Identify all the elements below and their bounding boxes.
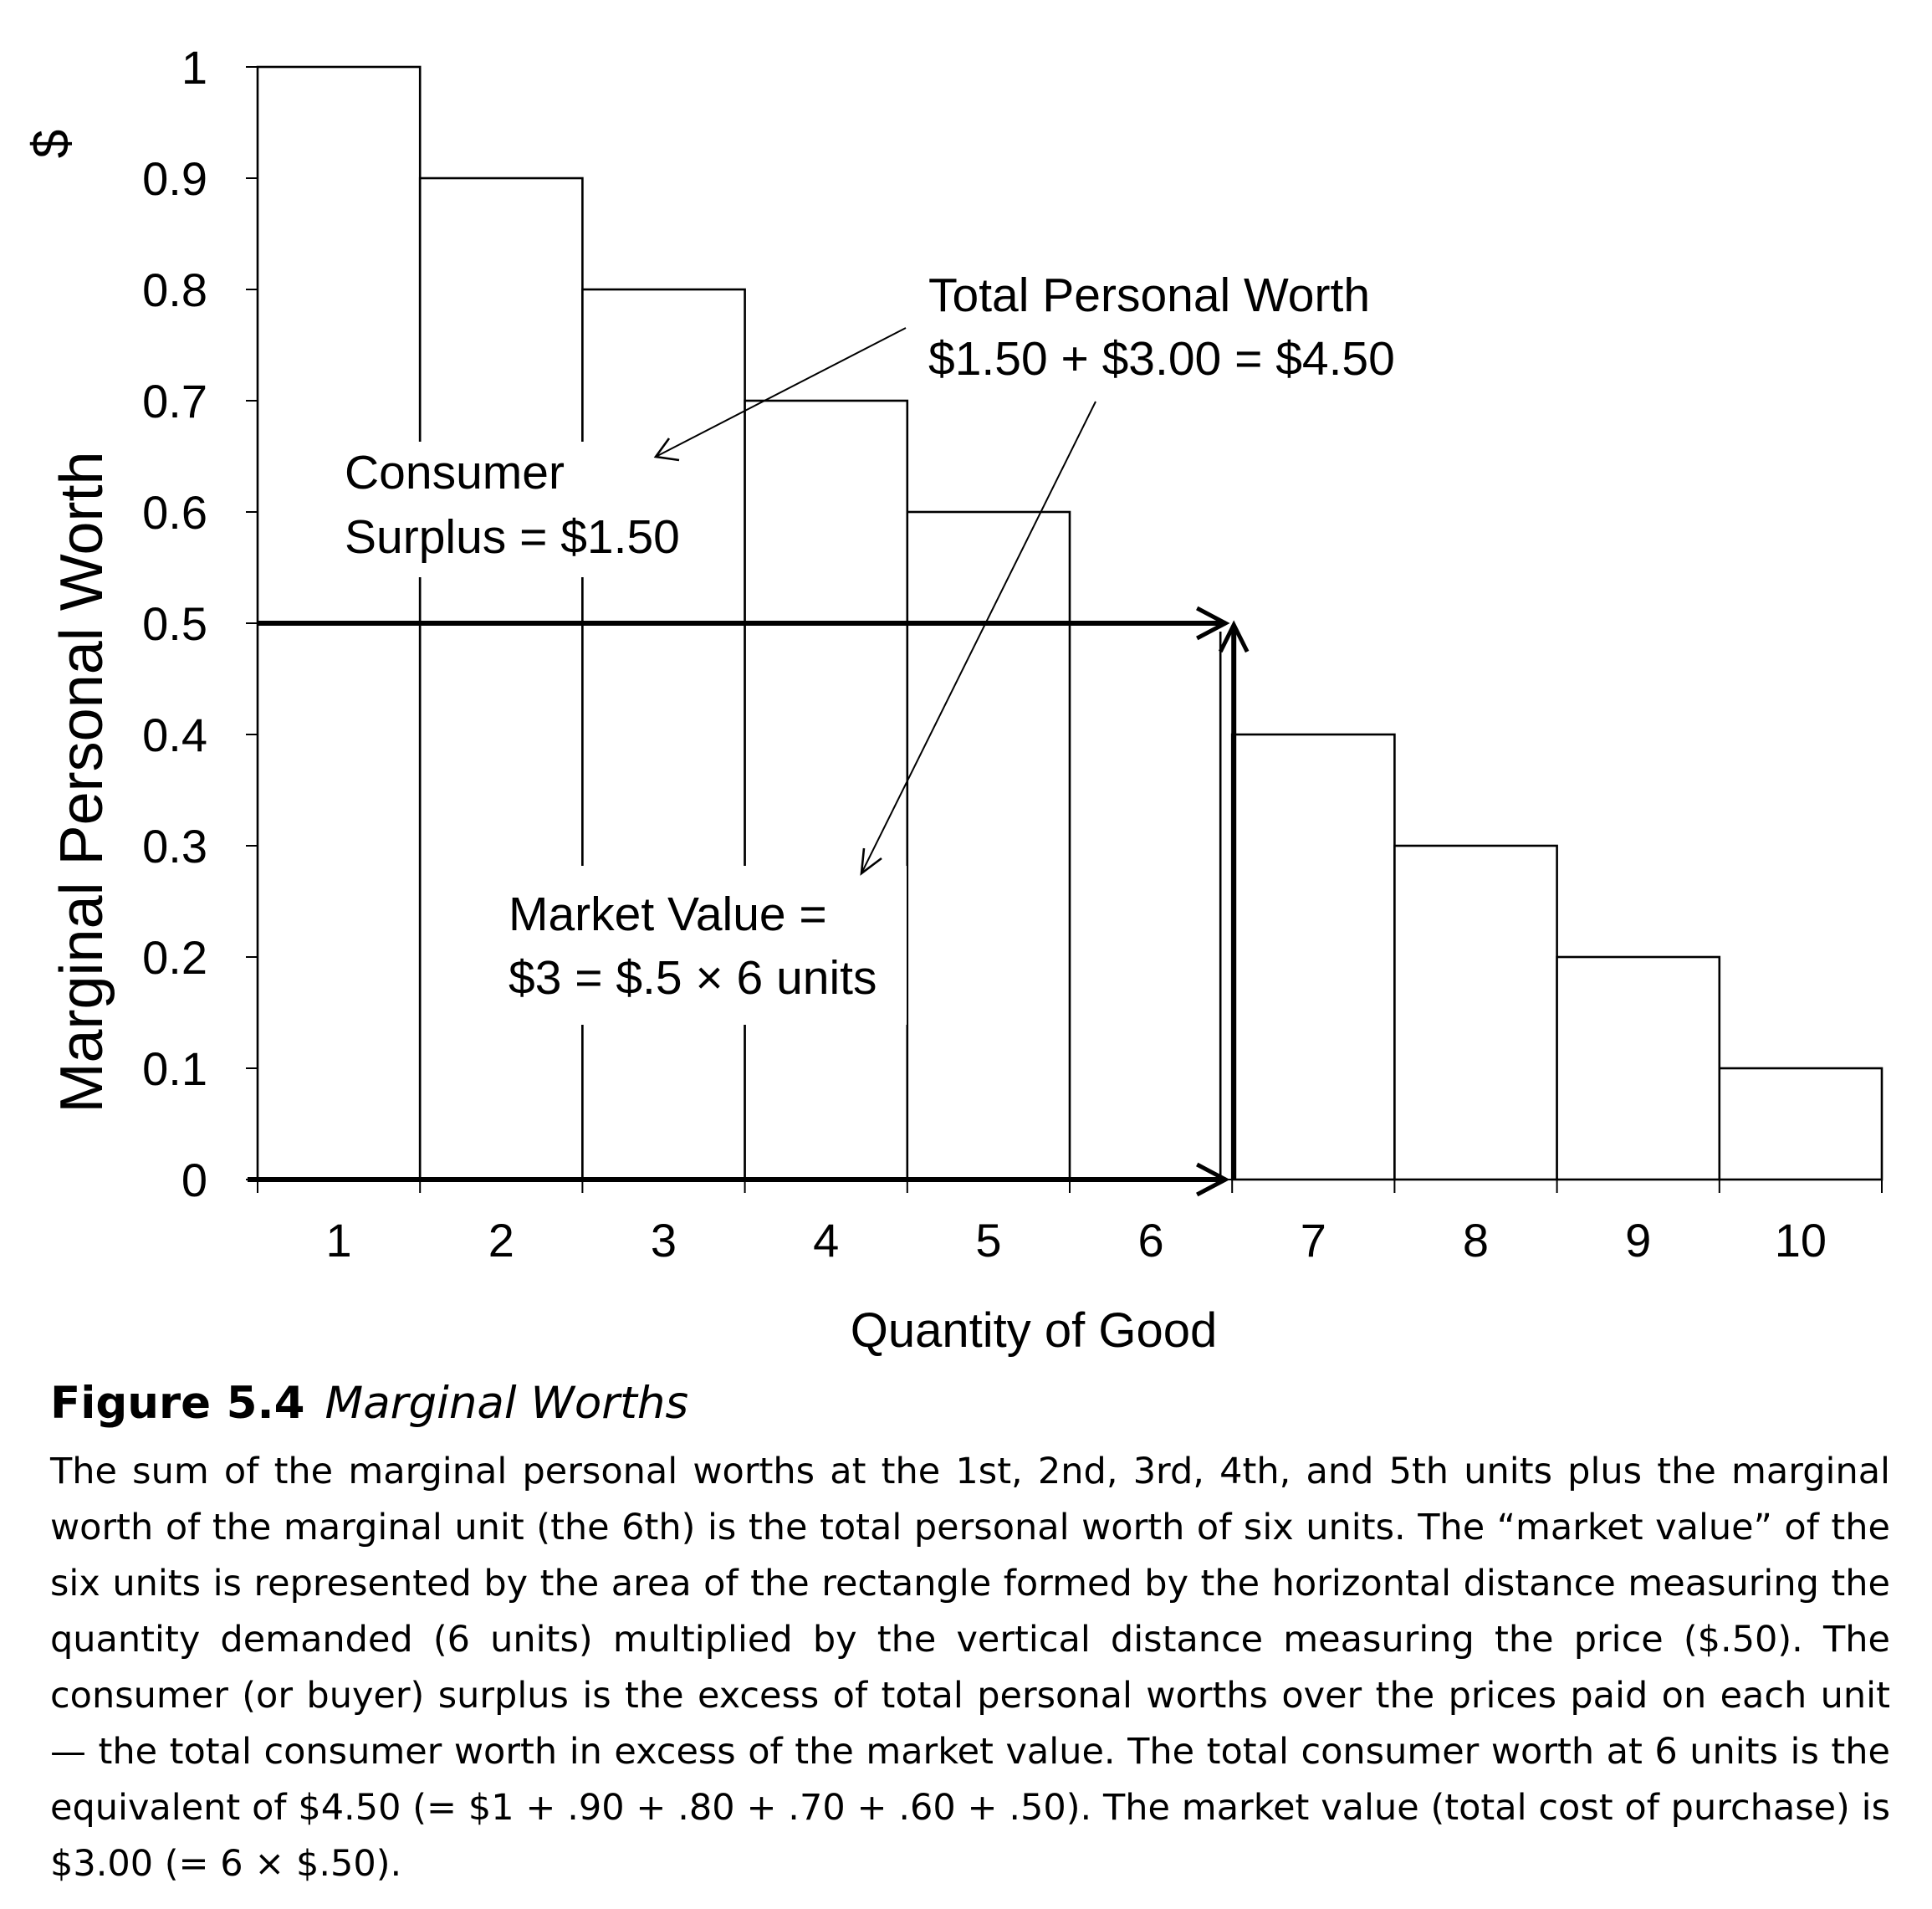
y-tick-label-0.2: 0.2: [142, 931, 207, 984]
y-axis-title: Marginal Personal Worth: [49, 451, 115, 1113]
x-tick-label-1: 1: [326, 1214, 352, 1267]
surplus-label-background: [333, 442, 701, 577]
x-tick-label-10: 10: [1775, 1214, 1827, 1267]
bar-5: [906, 510, 1071, 1181]
x-tick-label-7: 7: [1301, 1214, 1326, 1267]
surplus-pointer-arrowhead: [653, 438, 680, 462]
market-value-pointer-arrowhead: [860, 847, 882, 876]
quantity-arrowhead: [1196, 1162, 1230, 1197]
bar-4: [744, 399, 909, 1181]
y-tick-label-0.3: 0.3: [142, 820, 207, 873]
marginal-worth-chart: 0 0.1 0.2 0.3 0.4 0.5 0.6 0.7 0.8 0.9 1 1 2 3 4 5 6 7 8 9 10…: [23, 41, 1883, 1358]
x-tick-label-2: 2: [488, 1214, 514, 1267]
bar-2: [418, 177, 584, 1181]
figure-caption-text: The sum of the marginal personal worths …: [50, 1451, 1890, 1885]
bar-10: [1718, 1067, 1883, 1181]
x-tick-label-3: 3: [651, 1214, 677, 1267]
x-tick-label-6: 6: [1138, 1214, 1164, 1267]
y-tick-label-1: 1: [181, 41, 207, 94]
figure-caption: Figure 5.4 Marginal Worths The sum of the…: [50, 1370, 1890, 1892]
figure-heading: Figure 5.4 Marginal Worths: [50, 1370, 1890, 1437]
consumer-surplus-label-line1: Consumer: [345, 446, 565, 499]
y-tick-label-0.6: 0.6: [142, 486, 207, 539]
bar-7: [1230, 733, 1396, 1181]
x-tick-label-5: 5: [975, 1214, 1001, 1267]
y-tick-label-0.4: 0.4: [142, 709, 207, 761]
total-worth-label-line2: $1.50 + $3.00 = $4.50: [928, 332, 1395, 386]
bar-8: [1393, 844, 1558, 1181]
bar-3: [581, 288, 746, 1181]
axes-layer: 0 0.1 0.2 0.3 0.4 0.5 0.6 0.7 0.8 0.9 1 1 2 3 4 5 6 7 8 9 10: [142, 41, 1883, 1267]
price-level-arrowhead: [1196, 606, 1230, 641]
total-worth-label-line1: Total Personal Worth: [928, 269, 1370, 322]
market-label-background: [497, 866, 907, 1025]
surplus-pointer-line: [655, 327, 907, 458]
bar-9: [1556, 955, 1721, 1181]
y-axis-unit: $: [23, 130, 80, 158]
vertical-arrowhead: [1218, 620, 1250, 653]
y-tick-label-0.5: 0.5: [142, 597, 207, 650]
y-tick-label-0.8: 0.8: [142, 264, 207, 316]
y-tick-label-0.7: 0.7: [142, 375, 207, 427]
market-value-label-line2: $3 = $.5 × 6 units: [509, 951, 877, 1005]
consumer-surplus-label-line2: Surplus = $1.50: [345, 510, 680, 564]
y-tick-label-0.1: 0.1: [142, 1042, 207, 1095]
figure-number: Figure 5.4: [50, 1378, 305, 1429]
x-tick-label-4: 4: [813, 1214, 839, 1267]
x-tick-label-9: 9: [1625, 1214, 1651, 1267]
figure-title: Marginal Worths: [325, 1378, 689, 1429]
annotation-layer: Total Personal Worth $1.50 + $3.00 = $4.…: [345, 269, 1395, 1005]
y-tick-label-0: 0: [181, 1154, 207, 1206]
market-value-pointer-line: [861, 401, 1096, 874]
x-axis-title: Quantity of Good: [851, 1303, 1217, 1358]
market-value-label-line1: Market Value =: [509, 888, 827, 941]
y-tick-label-0.9: 0.9: [142, 152, 207, 205]
x-tick-label-8: 8: [1463, 1214, 1489, 1267]
